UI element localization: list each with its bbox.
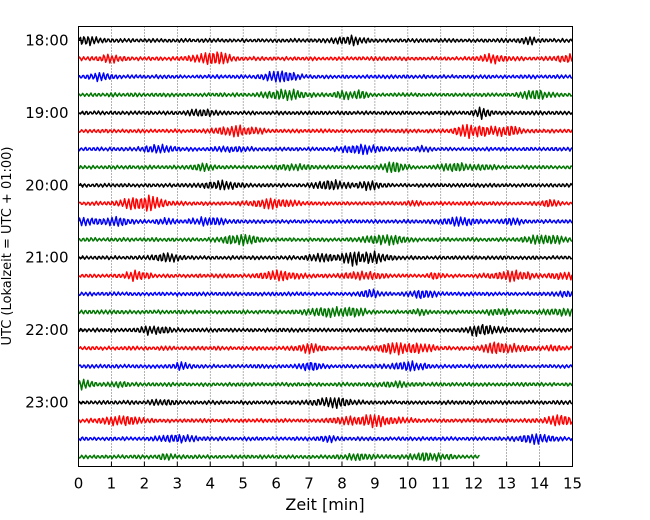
y-axis-label: UTC (Lokalzeit = UTC + 01:00) — [0, 147, 15, 346]
x-tick-label-12: 12 — [464, 475, 483, 493]
y-tick-label-4: 22:00 — [25, 321, 68, 339]
y-tick-label-5: 23:00 — [25, 394, 68, 412]
x-tick-label-5: 5 — [238, 475, 248, 493]
x-tick-label-7: 7 — [304, 475, 314, 493]
vertical-grid — [111, 26, 540, 467]
x-tick-label-11: 11 — [431, 475, 450, 493]
trace-1 — [77, 51, 573, 66]
trace-13 — [78, 269, 573, 283]
x-tick-label-4: 4 — [205, 475, 215, 493]
y-tick-label-3: 21:00 — [25, 249, 68, 267]
x-tick-label-9: 9 — [370, 475, 380, 493]
trace-9 — [77, 194, 573, 212]
y-tick-label-1: 19:00 — [25, 104, 68, 122]
trace-15 — [77, 306, 573, 319]
x-tick-label-0: 0 — [74, 475, 84, 493]
y-axis-ticks: 18:00 19:00 20:00 21:00 22:00 23:00 — [25, 32, 84, 412]
seismogram-traces — [77, 34, 573, 462]
trace-19 — [77, 378, 573, 391]
trace-18 — [77, 360, 573, 372]
trace-6 — [77, 143, 573, 156]
plot-frame — [78, 26, 573, 467]
trace-17 — [78, 341, 573, 356]
trace-8 — [78, 179, 573, 192]
x-tick-label-8: 8 — [337, 475, 347, 493]
trace-16 — [77, 323, 573, 337]
x-tick-label-3: 3 — [173, 475, 183, 493]
x-tick-label-2: 2 — [140, 475, 150, 493]
trace-12 — [78, 250, 573, 267]
x-tick-label-13: 13 — [497, 475, 516, 493]
x-tick-label-14: 14 — [530, 475, 549, 493]
trace-14 — [77, 288, 573, 300]
trace-10 — [77, 215, 573, 227]
x-tick-label-15: 15 — [563, 475, 582, 493]
y-tick-label-2: 20:00 — [25, 176, 68, 194]
trace-7 — [77, 161, 573, 174]
x-tick-label-10: 10 — [398, 475, 417, 493]
trace-23 — [77, 452, 480, 462]
x-axis-label: Zeit [min] — [285, 495, 364, 514]
x-tick-label-6: 6 — [271, 475, 281, 493]
trace-11 — [77, 233, 573, 247]
y-tick-label-0: 18:00 — [25, 32, 68, 50]
trace-2 — [77, 70, 573, 83]
trace-5 — [77, 123, 573, 140]
trace-20 — [77, 397, 573, 409]
trace-0 — [77, 34, 573, 47]
trace-3 — [78, 88, 573, 102]
trace-4 — [78, 106, 573, 120]
trace-21 — [78, 414, 573, 429]
x-tick-label-1: 1 — [107, 475, 117, 493]
x-axis-ticks: 0 1 2 3 4 5 6 7 8 9 10 11 12 13 14 15 — [74, 461, 582, 493]
trace-22 — [78, 433, 573, 445]
